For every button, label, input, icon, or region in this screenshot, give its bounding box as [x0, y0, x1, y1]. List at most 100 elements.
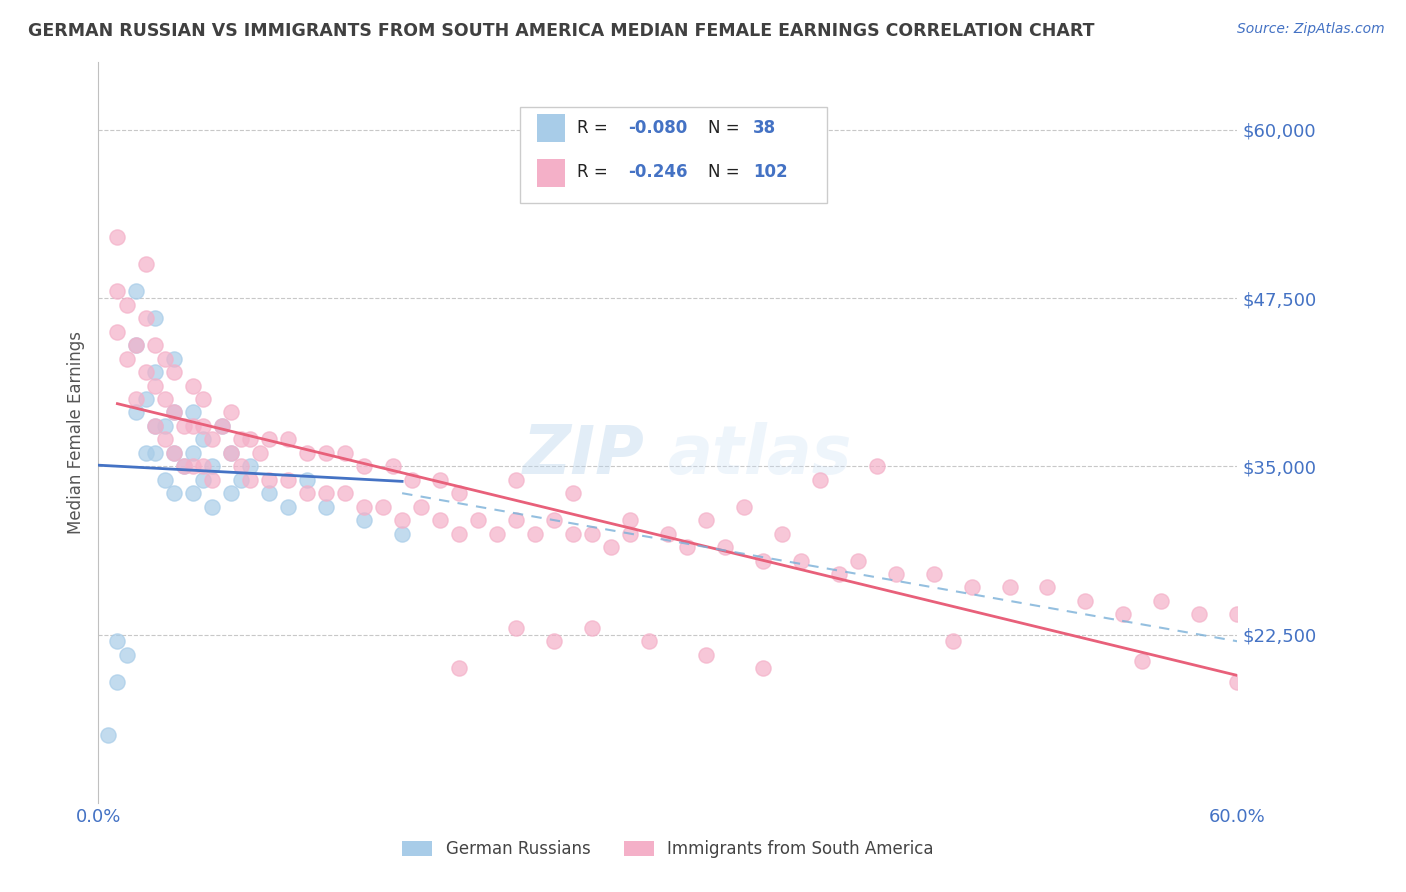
Point — [97, 729, 120, 743]
Point — [429, 513, 451, 527]
Point — [353, 500, 375, 514]
Point — [107, 674, 129, 689]
Point — [191, 459, 214, 474]
Point — [163, 351, 186, 366]
Point — [183, 378, 205, 392]
Point — [229, 433, 252, 447]
Point — [1226, 674, 1249, 689]
Point — [163, 365, 186, 379]
Point — [221, 486, 243, 500]
Point — [239, 433, 262, 447]
Text: Source: ZipAtlas.com: Source: ZipAtlas.com — [1237, 22, 1385, 37]
Point — [1188, 607, 1211, 622]
Point — [391, 513, 413, 527]
Point — [125, 338, 148, 352]
Point — [135, 257, 157, 271]
Point — [505, 513, 527, 527]
Point — [107, 325, 129, 339]
Point — [335, 486, 357, 500]
Point — [135, 392, 157, 406]
Point — [449, 486, 471, 500]
Point — [752, 661, 775, 675]
Point — [201, 433, 224, 447]
Point — [115, 648, 138, 662]
Point — [107, 230, 129, 244]
Point — [221, 405, 243, 419]
Point — [315, 486, 337, 500]
Point — [125, 405, 148, 419]
Point — [145, 338, 167, 352]
Point — [153, 473, 176, 487]
Point — [173, 459, 195, 474]
Bar — [537, 114, 565, 143]
Point — [163, 446, 186, 460]
Point — [449, 526, 471, 541]
Point — [191, 433, 214, 447]
Point — [163, 405, 186, 419]
Point — [676, 540, 699, 554]
Point — [277, 473, 299, 487]
Point — [1112, 607, 1135, 622]
Text: ZIP: ZIP — [523, 422, 645, 488]
Point — [145, 311, 167, 326]
Point — [505, 621, 527, 635]
Text: -0.080: -0.080 — [628, 119, 688, 136]
Point — [183, 459, 205, 474]
Point — [201, 500, 224, 514]
Point — [153, 433, 176, 447]
Point — [401, 473, 423, 487]
Point — [183, 418, 205, 433]
Point — [638, 634, 661, 648]
Point — [145, 418, 167, 433]
Point — [562, 486, 585, 500]
Point — [183, 486, 205, 500]
Point — [960, 581, 983, 595]
Point — [695, 513, 717, 527]
Point — [259, 473, 281, 487]
Point — [449, 661, 471, 675]
Point — [695, 648, 717, 662]
Point — [173, 418, 195, 433]
Point — [259, 486, 281, 500]
Point — [145, 378, 167, 392]
Text: -0.246: -0.246 — [628, 163, 688, 181]
Point — [524, 526, 547, 541]
Point — [125, 338, 148, 352]
Point — [249, 446, 271, 460]
Point — [505, 473, 527, 487]
Point — [543, 634, 565, 648]
Bar — [537, 159, 565, 186]
Point — [125, 285, 148, 299]
Point — [259, 433, 281, 447]
Point — [297, 446, 319, 460]
Point — [201, 473, 224, 487]
Point — [846, 553, 869, 567]
Point — [107, 285, 129, 299]
Point — [221, 446, 243, 460]
Point — [191, 473, 214, 487]
Point — [229, 473, 252, 487]
Point — [145, 418, 167, 433]
Point — [828, 566, 851, 581]
Point — [277, 500, 299, 514]
Point — [153, 418, 176, 433]
FancyBboxPatch shape — [520, 107, 827, 203]
Text: 38: 38 — [754, 119, 776, 136]
Point — [221, 446, 243, 460]
Point — [429, 473, 451, 487]
Point — [191, 392, 214, 406]
Point — [145, 365, 167, 379]
Point — [619, 513, 641, 527]
Point — [1132, 655, 1154, 669]
Point — [135, 365, 157, 379]
Point — [411, 500, 433, 514]
Point — [733, 500, 755, 514]
Point — [942, 634, 965, 648]
Point — [183, 405, 205, 419]
Point — [335, 446, 357, 460]
Point — [211, 418, 233, 433]
Point — [297, 486, 319, 500]
Point — [135, 446, 157, 460]
Point — [145, 446, 167, 460]
Point — [125, 392, 148, 406]
